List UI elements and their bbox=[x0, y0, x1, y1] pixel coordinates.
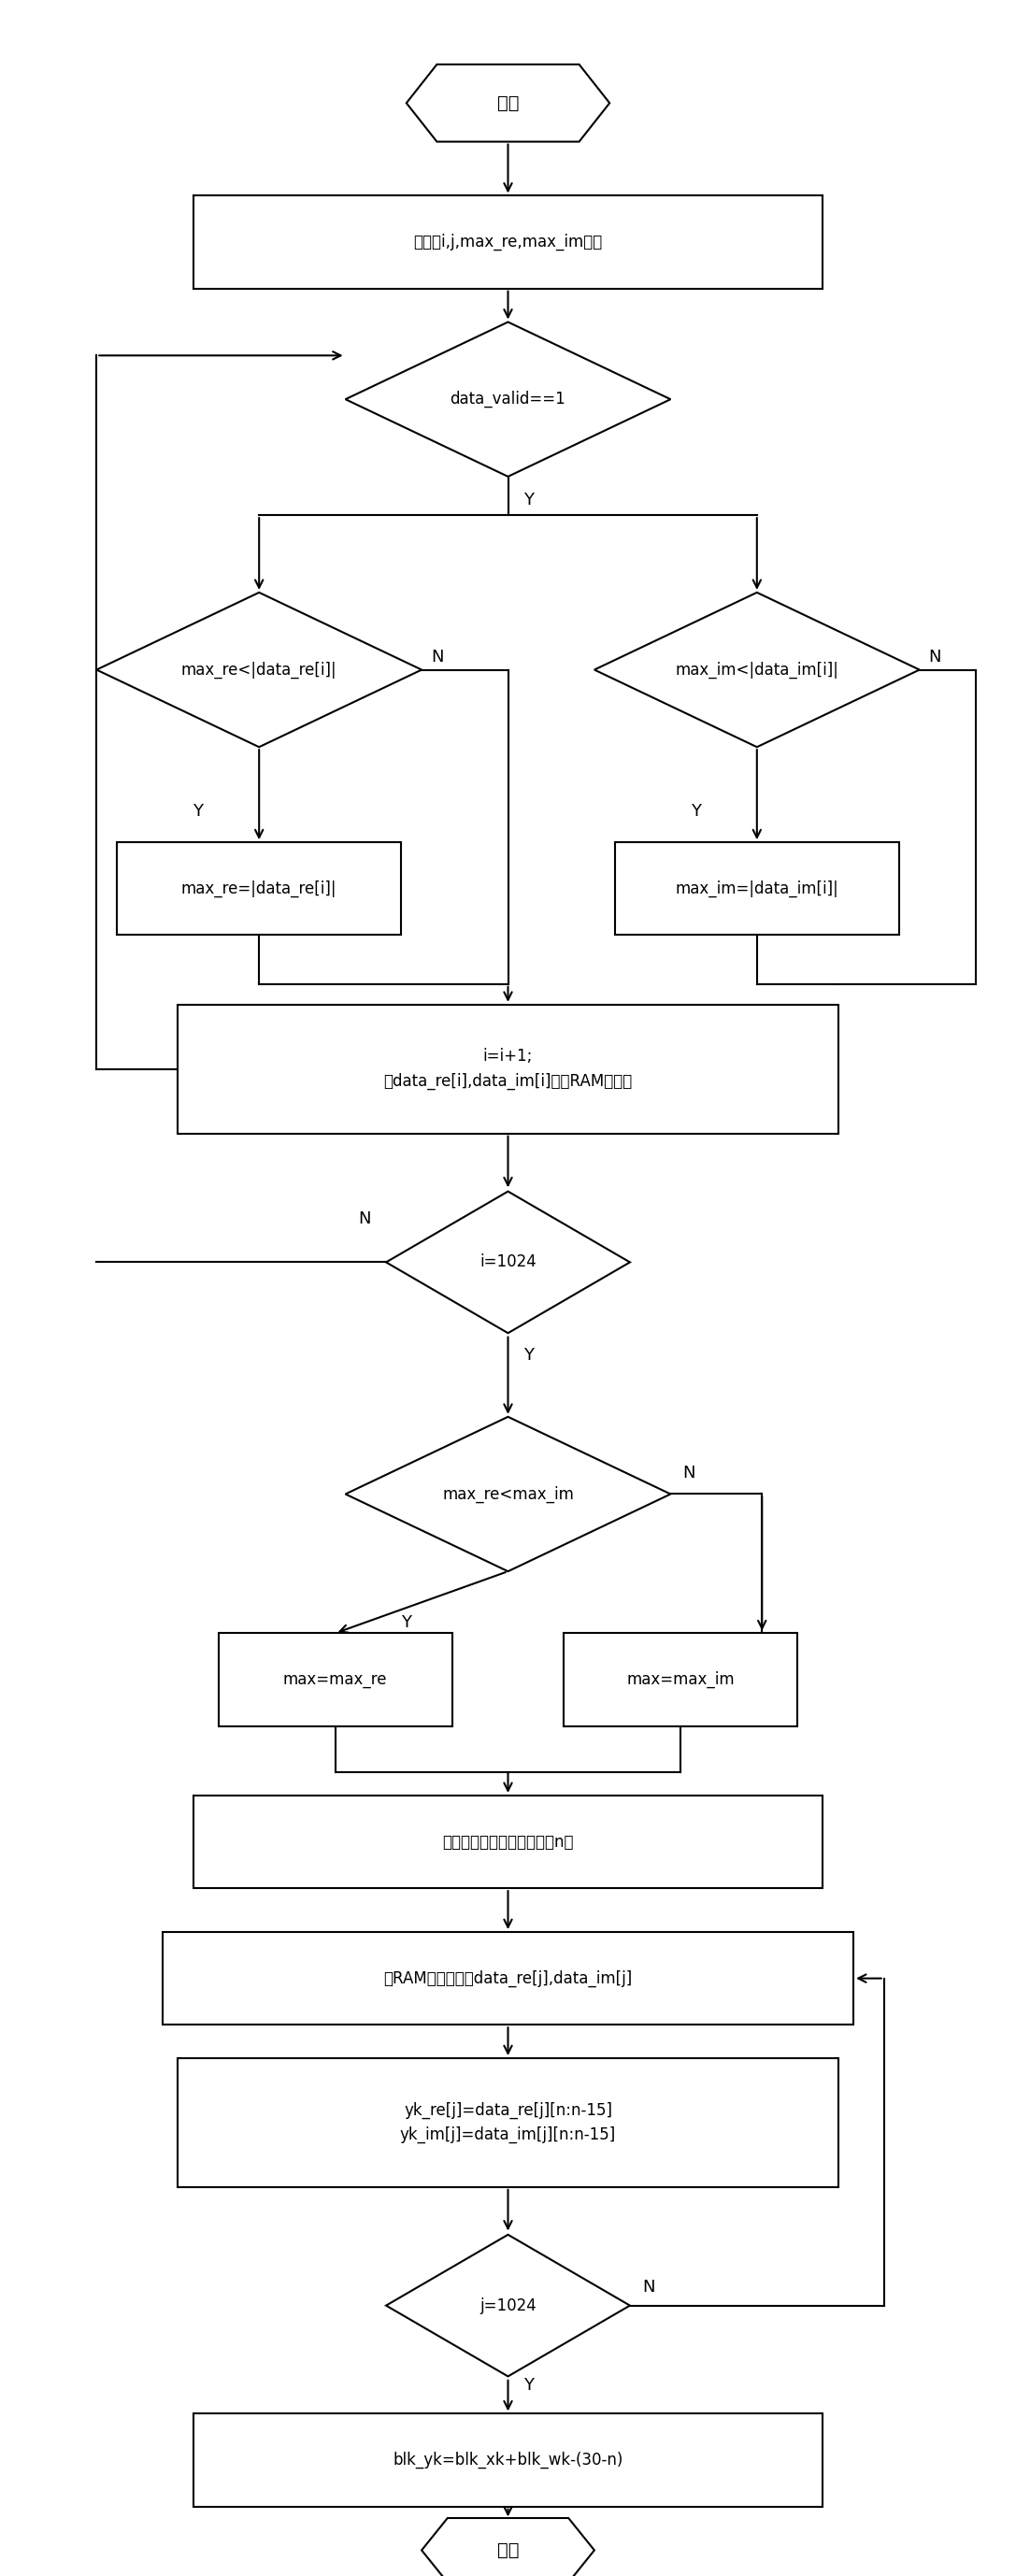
Text: 初始化i,j,max_re,max_im为零: 初始化i,j,max_re,max_im为零 bbox=[414, 234, 602, 250]
Text: Y: Y bbox=[523, 2378, 533, 2393]
Text: data_valid==1: data_valid==1 bbox=[450, 392, 566, 407]
Text: j=1024: j=1024 bbox=[480, 2298, 536, 2313]
Text: max_im=|data_im[i]|: max_im=|data_im[i]| bbox=[676, 881, 838, 896]
Polygon shape bbox=[97, 592, 422, 747]
Polygon shape bbox=[345, 322, 671, 477]
Text: max_re<|data_re[i]|: max_re<|data_re[i]| bbox=[181, 662, 337, 677]
Bar bbox=[178, 2058, 838, 2187]
Text: max=max_im: max=max_im bbox=[627, 1672, 735, 1687]
Polygon shape bbox=[594, 592, 919, 747]
Text: Y: Y bbox=[691, 804, 701, 819]
Text: max=max_re: max=max_re bbox=[283, 1672, 387, 1687]
Bar bbox=[218, 1633, 452, 1726]
Text: max_re=|data_re[i]|: max_re=|data_re[i]| bbox=[181, 881, 337, 896]
Bar bbox=[163, 1932, 853, 2025]
Text: yk_re[j]=data_re[j][n:n-15]
yk_im[j]=data_im[j][n:n-15]: yk_re[j]=data_re[j][n:n-15] yk_im[j]=dat… bbox=[400, 2102, 616, 2143]
Text: Y: Y bbox=[401, 1615, 411, 1631]
Text: N: N bbox=[683, 1466, 695, 1481]
Text: i=i+1;
将data_re[i],data_im[i]写入RAM中存储: i=i+1; 将data_re[i],data_im[i]写入RAM中存储 bbox=[384, 1048, 632, 1090]
Polygon shape bbox=[406, 64, 610, 142]
Text: Y: Y bbox=[193, 804, 203, 819]
Text: 从RAM中读取数据data_re[j],data_im[j]: 从RAM中读取数据data_re[j],data_im[j] bbox=[384, 1971, 632, 1986]
Text: max_re<max_im: max_re<max_im bbox=[442, 1486, 574, 1502]
Text: 开始: 开始 bbox=[497, 95, 519, 111]
Bar bbox=[178, 1005, 838, 1133]
Text: max_im<|data_im[i]|: max_im<|data_im[i]| bbox=[676, 662, 838, 677]
Bar bbox=[193, 2414, 823, 2506]
Text: Y: Y bbox=[523, 492, 533, 507]
Polygon shape bbox=[422, 2519, 594, 2576]
Bar bbox=[117, 842, 401, 935]
Text: N: N bbox=[929, 649, 941, 665]
Bar bbox=[564, 1633, 798, 1726]
Bar bbox=[193, 1795, 823, 1888]
Text: N: N bbox=[431, 649, 443, 665]
Bar bbox=[193, 196, 823, 289]
Text: Y: Y bbox=[523, 1347, 533, 1363]
Text: 结束: 结束 bbox=[497, 2543, 519, 2558]
Polygon shape bbox=[386, 2233, 630, 2375]
Text: blk_yk=blk_xk+blk_wk-(30-n): blk_yk=blk_xk+blk_wk-(30-n) bbox=[393, 2452, 623, 2468]
Polygon shape bbox=[386, 1190, 630, 1334]
Text: i=1024: i=1024 bbox=[480, 1255, 536, 1270]
Text: N: N bbox=[359, 1211, 371, 1226]
Bar bbox=[615, 842, 899, 935]
Polygon shape bbox=[345, 1417, 671, 1571]
Text: 检测得到其第一有效位为第n位: 检测得到其第一有效位为第n位 bbox=[442, 1834, 574, 1850]
Text: N: N bbox=[642, 2280, 654, 2295]
